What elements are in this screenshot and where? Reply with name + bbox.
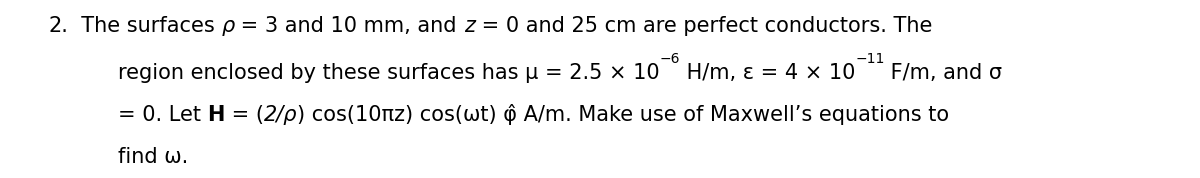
Text: H/m, ε = 4 × 10: H/m, ε = 4 × 10 [679,63,856,83]
Text: −11: −11 [856,52,884,66]
Text: = 0. Let: = 0. Let [118,105,208,125]
Text: region enclosed by these surfaces has μ = 2.5 × 10: region enclosed by these surfaces has μ … [118,63,659,83]
Text: 2/ρ: 2/ρ [264,105,298,125]
Text: = (: = ( [224,105,264,125]
Text: ) cos(10πz) cos(ωt) φ̂ A/m. Make use of Maxwell’s equations to: ) cos(10πz) cos(ωt) φ̂ A/m. Make use of … [298,104,949,125]
Text: = 0 and 25 cm are perfect conductors. The: = 0 and 25 cm are perfect conductors. Th… [475,16,932,36]
Text: F/m, and σ: F/m, and σ [884,63,1002,83]
Text: = 3 and 10 mm, and: = 3 and 10 mm, and [234,16,463,36]
Text: −6: −6 [659,52,679,66]
Text: 2.: 2. [48,16,68,36]
Text: ρ: ρ [221,16,234,36]
Text: H: H [208,105,224,125]
Text: The surfaces: The surfaces [68,16,221,36]
Text: z: z [463,16,475,36]
Text: find ω.: find ω. [118,147,188,167]
